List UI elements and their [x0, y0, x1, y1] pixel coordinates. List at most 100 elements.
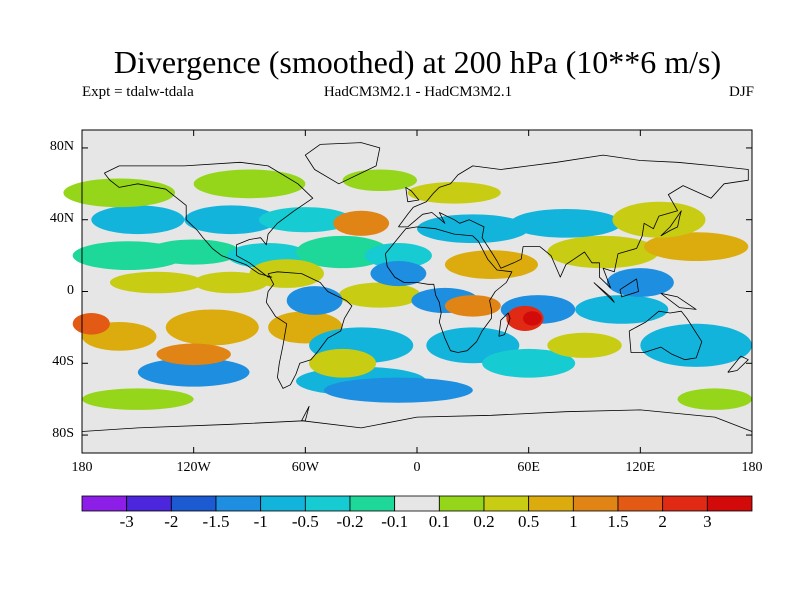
- divergence-region: [258, 207, 352, 233]
- colorbar-level-label: -1: [253, 512, 268, 531]
- coastline: [304, 142, 381, 185]
- colorbar-level-label: 3: [703, 512, 712, 531]
- colorbar-swatch: [126, 495, 172, 512]
- divergence-region: [82, 388, 194, 410]
- divergence-region: [364, 243, 432, 269]
- colorbar-swatch: [260, 495, 306, 512]
- divergence-region: [370, 260, 427, 287]
- coastline: [265, 271, 353, 389]
- divergence-region: [296, 235, 390, 269]
- colorbar-level-label: -1.5: [202, 512, 230, 531]
- experiment-label: Expt = tdalw-tdala: [82, 84, 194, 100]
- lon-label: 60E: [517, 460, 540, 475]
- coastline: [628, 310, 703, 361]
- colorbar-level-label: 2: [658, 512, 667, 531]
- colorbar-swatch: [617, 495, 664, 512]
- divergence-region: [147, 239, 241, 265]
- lon-label: 120E: [625, 460, 656, 475]
- lat-label: 80N: [49, 138, 74, 154]
- divergence-region: [547, 332, 622, 358]
- divergence-region: [286, 286, 343, 315]
- colorbar-level-label: -3: [119, 512, 134, 531]
- colorbar-swatch: [394, 495, 440, 512]
- divergence-region: [165, 309, 259, 346]
- lon-label: 180: [71, 460, 93, 475]
- divergence-region: [444, 250, 538, 279]
- divergence-region: [323, 377, 473, 403]
- axis-ticks: [81, 130, 753, 453]
- colorbar-level-label: -0.2: [336, 512, 364, 531]
- coastline: [593, 282, 615, 303]
- colorbar-swatch: [81, 495, 128, 512]
- coastlines: [81, 142, 753, 432]
- coastline: [385, 226, 513, 353]
- model-label: HadCM3M2.1 - HadCM3M2.1: [323, 84, 513, 100]
- colorbar-swatch: [438, 495, 485, 512]
- divergence-region: [193, 169, 306, 199]
- colorbar-swatch: [349, 495, 396, 512]
- colorbar-swatch: [170, 495, 217, 512]
- divergence-region: [612, 201, 706, 238]
- divergence-region: [109, 271, 203, 294]
- divergence-region: [606, 268, 674, 297]
- divergence-region: [137, 357, 250, 387]
- colorbar-level-label: 0.5: [518, 512, 540, 531]
- divergence-region: [156, 343, 231, 366]
- divergence-region: [309, 348, 377, 378]
- divergence-region: [575, 295, 669, 324]
- colorbar-swatch: [304, 495, 351, 512]
- divergence-region: [407, 182, 501, 204]
- colorbar-level-label: 0.1: [428, 512, 450, 531]
- divergence-region: [249, 259, 324, 288]
- colorbar-swatch: [528, 495, 574, 512]
- coastline: [103, 161, 314, 278]
- divergence-region: [644, 232, 749, 261]
- divergence-region: [91, 205, 185, 235]
- divergence-region: [342, 169, 417, 192]
- colorbar-level-label: -0.5: [291, 512, 319, 531]
- lon-label: 0: [413, 460, 421, 475]
- divergence-region: [677, 388, 752, 410]
- lat-label: 0: [67, 282, 74, 298]
- plot-title: Divergence (smoothed) at 200 hPa (10**6 …: [113, 44, 722, 80]
- colorbar-swatch: [662, 495, 708, 512]
- divergence-region: [184, 205, 278, 235]
- lat-label: 40S: [52, 354, 74, 370]
- colorbar-swatch: [483, 495, 530, 512]
- coastline: [619, 278, 639, 298]
- lon-label: 60W: [291, 460, 319, 475]
- colorbar-swatch: [215, 495, 262, 512]
- divergence-region: [523, 311, 542, 326]
- divergence-region: [63, 178, 176, 208]
- colorbar-level-label: -0.1: [381, 512, 409, 531]
- colorbar-level-label: 1: [569, 512, 578, 531]
- lon-label: 180: [741, 460, 763, 475]
- divergence-region: [510, 208, 622, 238]
- divergence-region: [482, 348, 576, 378]
- divergence-region: [333, 210, 390, 236]
- colorbar-level-label: -2: [164, 512, 179, 531]
- coastline: [660, 210, 682, 237]
- coastline: [498, 312, 511, 337]
- colorbar-swatch: [706, 495, 753, 512]
- season-label: DJF: [728, 84, 754, 100]
- colorbar-level-label: 0.2: [473, 512, 495, 531]
- coastline: [727, 355, 749, 373]
- divergence-region: [338, 282, 421, 308]
- coastline: [405, 187, 420, 203]
- coastline: [660, 292, 697, 310]
- coastline: [81, 405, 753, 432]
- divergence-region: [547, 235, 659, 269]
- coastline: [398, 154, 749, 289]
- lon-label: 120W: [176, 460, 211, 475]
- divergence-field: [63, 169, 753, 410]
- lat-label: 80S: [52, 426, 74, 442]
- colorbar-swatch: [572, 495, 619, 512]
- divergence-region: [193, 271, 269, 294]
- divergence-region: [640, 323, 753, 367]
- colorbar: [81, 495, 753, 512]
- colorbar-level-label: 1.5: [607, 512, 629, 531]
- divergence-region: [417, 214, 529, 244]
- lat-label: 40N: [49, 210, 74, 226]
